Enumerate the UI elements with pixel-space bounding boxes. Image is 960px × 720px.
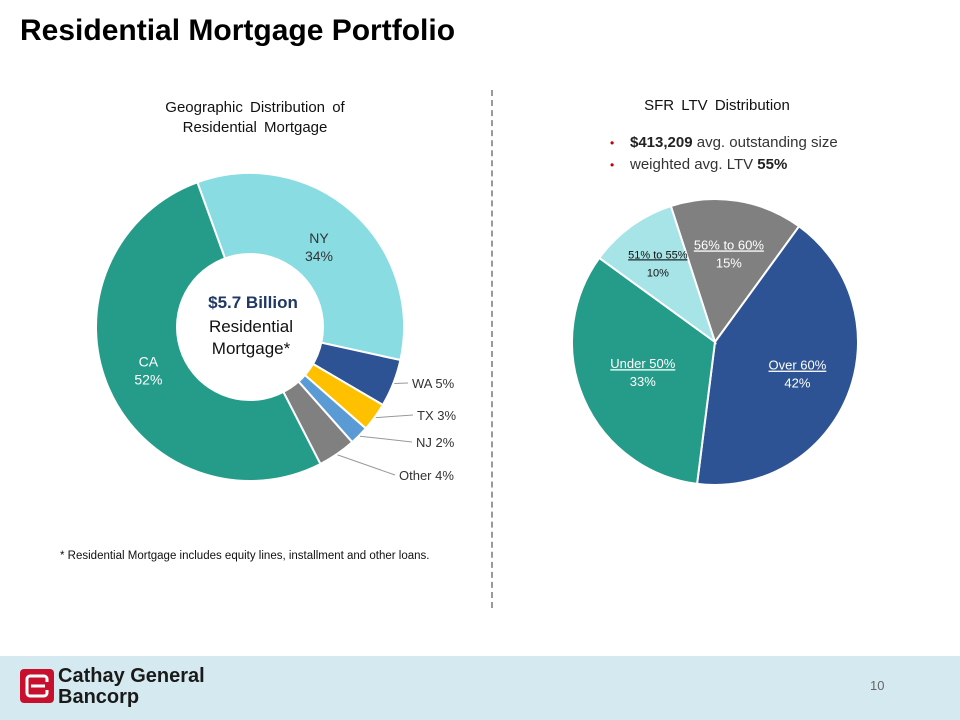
center-line2: Residential <box>209 317 293 336</box>
weighted-ltv-text: weighted avg. LTV <box>630 156 758 173</box>
geo-chart-title: Geographic Distribution of Residential M… <box>130 98 380 138</box>
bullet-dot-icon: • <box>610 158 615 172</box>
data-label-ca: CA 52% <box>134 353 162 387</box>
ltv-pie-chart: 56% to 60% 15% Over 60% 42% Under 50% 33% 51% … <box>571 198 859 486</box>
weighted-ltv-value: 55% <box>757 156 788 173</box>
page-number: 10 <box>870 678 885 693</box>
column-divider <box>491 90 493 608</box>
geo-chart-title-line2: Residential Mortgage <box>182 119 328 136</box>
data-label-wa: WA 5% <box>412 376 455 391</box>
logo-wordmark: Cathay General Bancorp <box>58 666 205 708</box>
data-label-ny: NY 34% <box>305 230 333 264</box>
center-amount: $5.7 Billion <box>208 293 298 312</box>
logo-line1: Cathay General <box>58 665 205 687</box>
slice-51-to-55 <box>597 204 717 345</box>
leader-line-tx <box>375 414 414 419</box>
data-label-51-to-55: 51% to 55% 10% <box>628 249 688 279</box>
data-label-nj: NJ 2% <box>416 435 455 450</box>
logo-line2: Bancorp <box>58 686 140 708</box>
data-label-under-50: Under 50% 33% <box>610 356 675 389</box>
leader-line-nj <box>359 435 413 443</box>
footnote: * Residential Mortgage includes equity l… <box>60 550 430 562</box>
ltv-bullet-list: • $413,209 avg. outstanding size • weighte… <box>610 132 838 176</box>
center-line3: Mortgage* <box>212 339 291 358</box>
slice-56-to-60 <box>669 198 801 345</box>
data-label-tx: TX 3% <box>417 408 456 423</box>
data-label-over-60: Over 60% 42% <box>769 358 827 391</box>
cathay-logo-icon <box>20 669 54 703</box>
footer-bar: Cathay General Bancorp 10 <box>0 656 960 720</box>
avg-size-value: $413,209 <box>630 134 693 151</box>
slice-under-50 <box>571 256 717 485</box>
leader-line-wa <box>394 382 409 385</box>
slice-over-60 <box>695 224 859 486</box>
ltv-chart-title: SFR LTV Distribution <box>644 97 790 114</box>
bullet-avg-size: • $413,209 avg. outstanding size <box>610 132 838 154</box>
page-title: Residential Mortgage Portfolio <box>20 14 456 47</box>
avg-size-text: avg. outstanding size <box>692 134 838 151</box>
data-label-56-to-60: 56% to 60% 15% <box>694 237 765 270</box>
bullet-weighted-ltv: • weighted avg. LTV 55% <box>610 154 838 176</box>
geo-donut-chart: NY 34% WA 5% TX 3% NJ 2% Other 4% CA 52% $5.7 B… <box>95 172 456 483</box>
bullet-dot-icon: • <box>610 136 615 150</box>
data-label-other: Other 4% <box>399 468 454 483</box>
leader-line-other <box>337 454 396 476</box>
geo-chart-title-line1: Geographic Distribution of <box>165 99 345 116</box>
donut-hole <box>176 253 324 401</box>
